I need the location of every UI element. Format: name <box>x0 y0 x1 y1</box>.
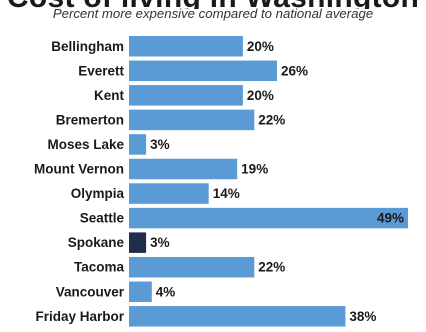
category-label-vancouver: Vancouver <box>56 284 125 299</box>
value-label-olympia: 14% <box>213 186 240 201</box>
category-label-seattle: Seattle <box>80 211 125 226</box>
category-label-kent: Kent <box>94 88 125 103</box>
value-label-spokane: 3% <box>150 235 170 250</box>
chart-subtitle: Percent more expensive compared to natio… <box>52 6 374 21</box>
category-label-spokane: Spokane <box>68 235 125 250</box>
value-label-everett: 26% <box>281 63 308 78</box>
value-label-tacoma: 22% <box>258 260 285 275</box>
value-label-friday-harbor: 38% <box>349 309 376 324</box>
bar-kent <box>129 85 243 106</box>
value-label-vancouver: 4% <box>156 284 176 299</box>
bar-seattle <box>129 207 408 229</box>
category-label-moses-lake: Moses Lake <box>47 137 124 152</box>
value-label-seattle: 49% <box>377 211 404 226</box>
value-label-mount-vernon: 19% <box>241 162 268 177</box>
category-label-friday-harbor: Friday Harbor <box>35 309 124 324</box>
bar-moses-lake <box>129 134 147 155</box>
bar-vancouver <box>129 281 152 302</box>
category-label-everett: Everett <box>78 63 124 78</box>
category-label-mount-vernon: Mount Vernon <box>34 162 124 177</box>
value-label-bellingham: 20% <box>247 39 274 54</box>
chart-title-text: Cost of living in Washington <box>7 0 419 9</box>
bar-bremerton <box>129 109 255 131</box>
chart-title-clipped: Cost of living in Washington <box>0 0 426 9</box>
category-labels: Bellingham Everett Kent Bremerton Moses Lake… <box>34 39 125 324</box>
bar-friday-harbor <box>129 306 346 327</box>
bar-olympia <box>129 183 209 204</box>
category-label-bellingham: Bellingham <box>51 39 124 54</box>
bar-bellingham <box>129 36 243 57</box>
category-label-olympia: Olympia <box>71 186 125 201</box>
value-label-kent: 20% <box>247 88 274 103</box>
bar-tacoma <box>129 256 255 278</box>
value-labels: 20% 26% 20% 22% 3% 19%14% 49% 3% 22% 4% 38% <box>150 39 404 324</box>
bar-mount-vernon <box>129 158 238 180</box>
bar-everett <box>129 60 277 82</box>
value-label-moses-lake: 3% <box>150 137 170 152</box>
bar-spokane <box>129 232 147 253</box>
bars <box>129 36 408 327</box>
category-label-tacoma: Tacoma <box>74 260 125 275</box>
value-label-bremerton: 22% <box>258 112 285 127</box>
category-label-bremerton: Bremerton <box>56 112 124 127</box>
